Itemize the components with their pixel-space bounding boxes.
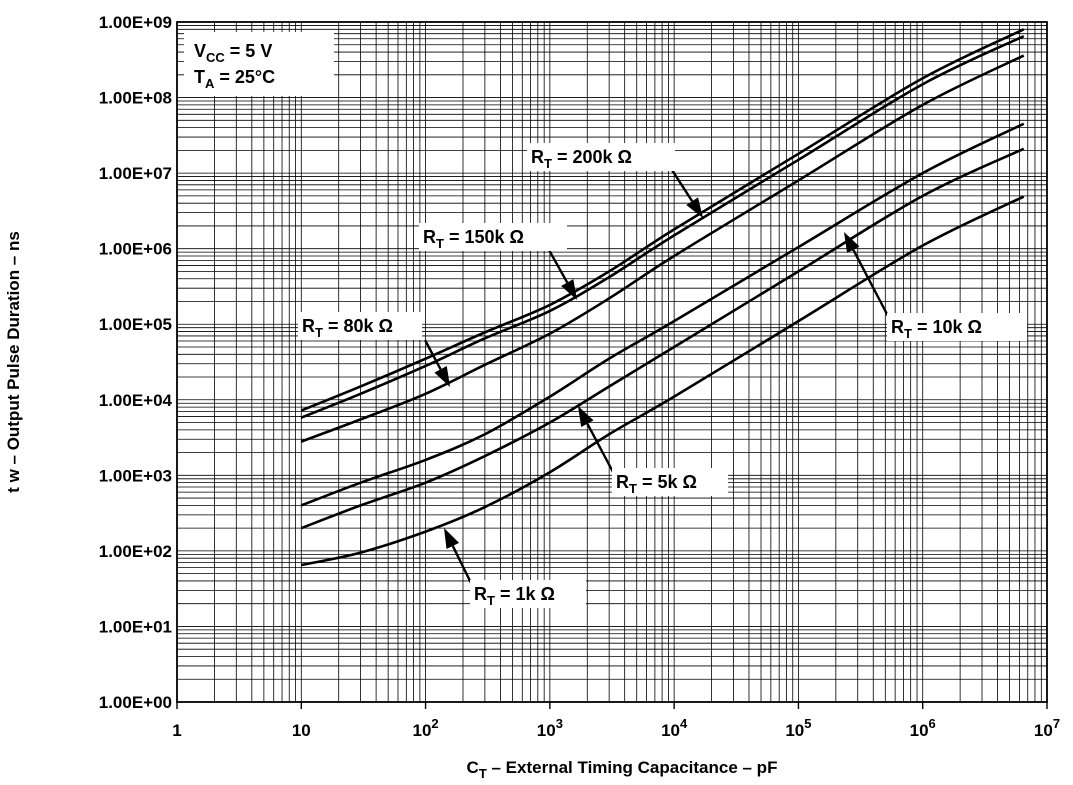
x-tick-label: 103	[537, 716, 563, 740]
arrow-shaft-2	[423, 339, 442, 370]
y-tick-label: 1.00E+04	[99, 391, 173, 410]
series-label-200k: RT = 200k Ω	[527, 143, 675, 171]
arrow-shaft-4	[586, 423, 615, 473]
y-tick-label: 1.00E+07	[99, 164, 172, 183]
x-tick-label: 107	[1034, 716, 1060, 740]
conditions-box: VCC = 5 V TA = 25°C	[184, 32, 334, 96]
series-curve-0	[300, 28, 1025, 412]
plot-frame	[176, 21, 1048, 703]
series-label-10k: RT = 10k Ω	[887, 313, 1027, 341]
series-curve-2	[300, 54, 1025, 443]
x-tick-labels: 1 10 102 103 104 105 106 107	[172, 702, 1060, 740]
condition-vcc: VCC = 5 V	[194, 41, 272, 65]
arrow-shaft-1	[547, 249, 569, 284]
arrow-head-1	[561, 279, 577, 300]
arrow-head-3	[844, 232, 860, 253]
y-tick-label: 1.00E+05	[99, 315, 172, 334]
series-label-1k: RT = 1k Ω	[470, 580, 586, 608]
arrow-head-5	[444, 528, 460, 550]
y-tick-label: 1.00E+08	[99, 89, 172, 108]
series-label-80k: RT = 80k Ω	[298, 312, 422, 340]
series-label-5k: RT = 5k Ω	[612, 468, 728, 496]
arrow-head-0	[686, 197, 703, 218]
condition-ta: TA = 25°C	[194, 67, 275, 91]
arrow-head-2	[434, 366, 450, 387]
y-tick-label: 1.00E+06	[99, 240, 172, 259]
arrow-head-4	[578, 406, 594, 427]
svg-text:RT = 1k Ω: RT = 1k Ω	[474, 584, 555, 608]
y-tick-label: 1.00E+02	[99, 542, 172, 561]
arrow-shaft-3	[852, 249, 890, 317]
series-curves	[300, 28, 1025, 567]
y-axis-title: t w – Output Pulse Duration – ns	[4, 231, 23, 493]
y-tick-label: 1.00E+01	[99, 617, 172, 636]
series-curve-5	[301, 195, 1025, 567]
svg-text:RT = 200k Ω: RT = 200k Ω	[531, 147, 632, 171]
x-tick-label: 104	[661, 716, 688, 740]
arrow-shaft-0	[670, 169, 694, 202]
x-tick-label: 1	[172, 721, 181, 740]
x-tick-label: 105	[785, 716, 811, 740]
label-arrows	[423, 169, 890, 584]
svg-text:RT = 80k Ω: RT = 80k Ω	[302, 316, 393, 340]
svg-text:RT = 10k Ω: RT = 10k Ω	[891, 317, 982, 341]
y-tick-labels: 1.00E+00 1.00E+01 1.00E+02 1.00E+03 1.00E+04…	[99, 13, 173, 712]
arrow-shaft-5	[451, 545, 473, 584]
svg-text:RT = 5k Ω: RT = 5k Ω	[616, 472, 697, 496]
series-curve-3	[300, 122, 1025, 507]
svg-text:RT = 150k Ω: RT = 150k Ω	[423, 227, 524, 251]
y-tick-label: 1.00E+09	[99, 13, 172, 32]
x-axis-title: CT – External Timing Capacitance – pF	[467, 758, 778, 780]
y-tick-label: 1.00E+00	[99, 693, 172, 712]
series-curve-4	[300, 147, 1025, 530]
x-tick-label: 102	[412, 716, 438, 740]
x-tick-label: 106	[910, 716, 936, 740]
series-label-150k: RT = 150k Ω	[419, 223, 567, 251]
series-curve-1	[300, 34, 1025, 419]
gridlines	[176, 21, 1048, 703]
y-tick-label: 1.00E+03	[99, 466, 172, 485]
x-tick-label: 10	[292, 721, 311, 740]
